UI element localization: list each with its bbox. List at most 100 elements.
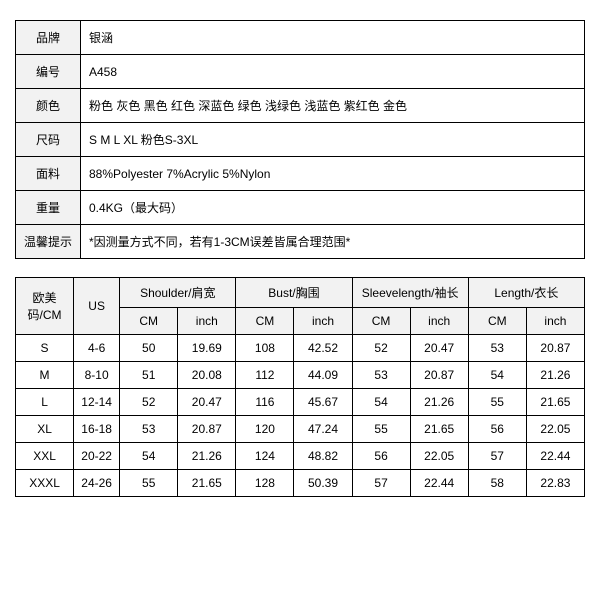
size-val: 120 bbox=[236, 416, 294, 443]
size-val: 22.05 bbox=[526, 416, 584, 443]
info-value: S M L XL 粉色S-3XL bbox=[81, 123, 585, 157]
size-val: 57 bbox=[352, 470, 410, 497]
size-val: 22.44 bbox=[526, 443, 584, 470]
size-us: 20-22 bbox=[74, 443, 120, 470]
size-eu: S bbox=[16, 335, 74, 362]
size-row: S4-65019.6910842.525220.475320.87 bbox=[16, 335, 585, 362]
size-val: 53 bbox=[352, 362, 410, 389]
size-val: 55 bbox=[468, 389, 526, 416]
size-val: 20.87 bbox=[526, 335, 584, 362]
size-header-row-1: 欧美码/CM US Shoulder/肩宽 Bust/胸围 Sleeveleng… bbox=[16, 278, 585, 308]
info-value: A458 bbox=[81, 55, 585, 89]
size-chart-body: S4-65019.6910842.525220.475320.87M8-1051… bbox=[16, 335, 585, 497]
size-row: M8-105120.0811244.095320.875421.26 bbox=[16, 362, 585, 389]
info-value: *因测量方式不同，若有1-3CM误差皆属合理范围* bbox=[81, 225, 585, 259]
product-info-body: 品牌银涵编号A458颜色粉色 灰色 黑色 红色 深蓝色 绿色 浅绿色 浅蓝色 紫… bbox=[16, 21, 585, 259]
size-eu: XL bbox=[16, 416, 74, 443]
size-val: 21.26 bbox=[410, 389, 468, 416]
sub-cm: CM bbox=[236, 308, 294, 335]
info-label: 尺码 bbox=[16, 123, 81, 157]
size-val: 53 bbox=[468, 335, 526, 362]
size-val: 124 bbox=[236, 443, 294, 470]
size-row: XL16-185320.8712047.245521.655622.05 bbox=[16, 416, 585, 443]
info-label: 品牌 bbox=[16, 21, 81, 55]
info-row: 重量0.4KG（最大码） bbox=[16, 191, 585, 225]
size-val: 21.26 bbox=[178, 443, 236, 470]
info-label: 颜色 bbox=[16, 89, 81, 123]
info-value: 银涵 bbox=[81, 21, 585, 55]
size-val: 22.83 bbox=[526, 470, 584, 497]
size-val: 20.87 bbox=[178, 416, 236, 443]
size-val: 56 bbox=[468, 416, 526, 443]
size-val: 55 bbox=[120, 470, 178, 497]
size-val: 19.69 bbox=[178, 335, 236, 362]
size-row: XXXL24-265521.6512850.395722.445822.83 bbox=[16, 470, 585, 497]
sub-cm: CM bbox=[468, 308, 526, 335]
size-val: 54 bbox=[120, 443, 178, 470]
size-val: 20.47 bbox=[178, 389, 236, 416]
size-val: 55 bbox=[352, 416, 410, 443]
size-val: 51 bbox=[120, 362, 178, 389]
size-val: 21.65 bbox=[178, 470, 236, 497]
product-info-table: 品牌银涵编号A458颜色粉色 灰色 黑色 红色 深蓝色 绿色 浅绿色 浅蓝色 紫… bbox=[15, 20, 585, 259]
sub-inch: inch bbox=[526, 308, 584, 335]
info-value: 88%Polyester 7%Acrylic 5%Nylon bbox=[81, 157, 585, 191]
size-row: XXL20-225421.2612448.825622.055722.44 bbox=[16, 443, 585, 470]
size-chart-table: 欧美码/CM US Shoulder/肩宽 Bust/胸围 Sleeveleng… bbox=[15, 277, 585, 497]
info-row: 温馨提示*因测量方式不同，若有1-3CM误差皆属合理范围* bbox=[16, 225, 585, 259]
size-us: 8-10 bbox=[74, 362, 120, 389]
info-row: 面料88%Polyester 7%Acrylic 5%Nylon bbox=[16, 157, 585, 191]
info-row: 颜色粉色 灰色 黑色 红色 深蓝色 绿色 浅绿色 浅蓝色 紫红色 金色 bbox=[16, 89, 585, 123]
sub-cm: CM bbox=[352, 308, 410, 335]
size-val: 21.65 bbox=[526, 389, 584, 416]
sub-inch: inch bbox=[178, 308, 236, 335]
header-shoulder: Shoulder/肩宽 bbox=[120, 278, 236, 308]
size-val: 58 bbox=[468, 470, 526, 497]
size-val: 20.08 bbox=[178, 362, 236, 389]
size-val: 116 bbox=[236, 389, 294, 416]
info-label: 面料 bbox=[16, 157, 81, 191]
size-val: 112 bbox=[236, 362, 294, 389]
size-row: L12-145220.4711645.675421.265521.65 bbox=[16, 389, 585, 416]
info-row: 品牌银涵 bbox=[16, 21, 585, 55]
header-bust: Bust/胸围 bbox=[236, 278, 352, 308]
size-val: 54 bbox=[352, 389, 410, 416]
info-label: 温馨提示 bbox=[16, 225, 81, 259]
size-eu: XXXL bbox=[16, 470, 74, 497]
size-val: 20.47 bbox=[410, 335, 468, 362]
size-val: 21.26 bbox=[526, 362, 584, 389]
size-val: 21.65 bbox=[410, 416, 468, 443]
info-label: 编号 bbox=[16, 55, 81, 89]
size-val: 48.82 bbox=[294, 443, 352, 470]
size-val: 44.09 bbox=[294, 362, 352, 389]
size-val: 56 bbox=[352, 443, 410, 470]
header-us: US bbox=[74, 278, 120, 335]
info-value: 粉色 灰色 黑色 红色 深蓝色 绿色 浅绿色 浅蓝色 紫红色 金色 bbox=[81, 89, 585, 123]
size-us: 16-18 bbox=[74, 416, 120, 443]
size-val: 50 bbox=[120, 335, 178, 362]
info-value: 0.4KG（最大码） bbox=[81, 191, 585, 225]
sub-inch: inch bbox=[410, 308, 468, 335]
size-val: 54 bbox=[468, 362, 526, 389]
header-length: Length/衣长 bbox=[468, 278, 584, 308]
header-sleeve: Sleevelength/袖长 bbox=[352, 278, 468, 308]
size-val: 50.39 bbox=[294, 470, 352, 497]
size-val: 22.44 bbox=[410, 470, 468, 497]
size-val: 53 bbox=[120, 416, 178, 443]
size-val: 20.87 bbox=[410, 362, 468, 389]
info-row: 编号A458 bbox=[16, 55, 585, 89]
size-val: 22.05 bbox=[410, 443, 468, 470]
size-eu: M bbox=[16, 362, 74, 389]
size-val: 108 bbox=[236, 335, 294, 362]
size-eu: L bbox=[16, 389, 74, 416]
size-val: 52 bbox=[352, 335, 410, 362]
size-us: 24-26 bbox=[74, 470, 120, 497]
size-us: 12-14 bbox=[74, 389, 120, 416]
size-val: 52 bbox=[120, 389, 178, 416]
info-row: 尺码S M L XL 粉色S-3XL bbox=[16, 123, 585, 157]
size-us: 4-6 bbox=[74, 335, 120, 362]
size-val: 128 bbox=[236, 470, 294, 497]
sub-cm: CM bbox=[120, 308, 178, 335]
header-eu: 欧美码/CM bbox=[16, 278, 74, 335]
size-eu: XXL bbox=[16, 443, 74, 470]
